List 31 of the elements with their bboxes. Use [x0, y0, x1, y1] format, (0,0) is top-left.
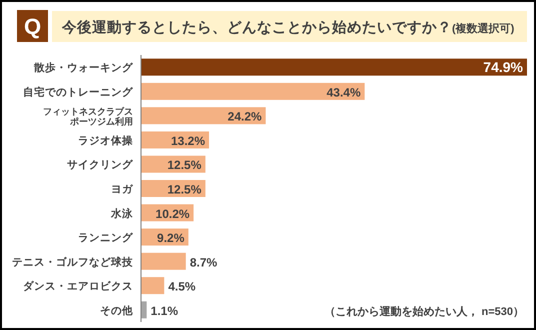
- y-tick-label: 散歩・ウォーキング: [33, 61, 134, 74]
- y-tick-label: ランニング: [78, 232, 134, 244]
- bar: [141, 252, 186, 270]
- y-tick-label: テニス・ゴルフなど球技: [12, 255, 134, 268]
- y-tick-label: その他: [100, 304, 134, 317]
- data-label: 4.5%: [168, 280, 196, 294]
- data-label: 12.5%: [167, 182, 202, 196]
- y-tick-label: ダンス・エアロビクス: [23, 280, 133, 293]
- chart-title: 今後運動するとしたら、どんなことから始めたいですか？: [61, 19, 452, 36]
- y-tick-label: ラジオ体操: [78, 134, 134, 147]
- y-tick-label: ヨガ: [111, 184, 134, 196]
- bar: [141, 107, 266, 124]
- data-label: 9.2%: [157, 231, 185, 246]
- data-label: 74.9%: [483, 59, 524, 76]
- chart-subtitle: (複数選択可): [452, 22, 515, 35]
- data-label: 43.4%: [326, 85, 361, 100]
- data-label: 24.2%: [228, 110, 262, 124]
- y-tick-label: 自宅でのトレーニング: [23, 85, 134, 98]
- y-tick-label: フィットネスクラブスポーツジム利用: [43, 106, 133, 127]
- data-label: 13.2%: [170, 134, 206, 148]
- data-label: 8.7%: [190, 255, 218, 270]
- bar: [141, 82, 365, 100]
- data-label: 10.2%: [156, 206, 190, 221]
- y-tick-label: 水泳: [110, 206, 134, 220]
- data-label: 12.5%: [167, 158, 202, 172]
- text: Q: [24, 14, 42, 39]
- data-label: 1.1%: [150, 304, 178, 318]
- bar: [141, 58, 527, 76]
- bar: [141, 277, 164, 294]
- y-tick-label: サイクリング: [67, 159, 134, 172]
- annotation: （これから運動を始めたい人， n=530）: [324, 305, 524, 318]
